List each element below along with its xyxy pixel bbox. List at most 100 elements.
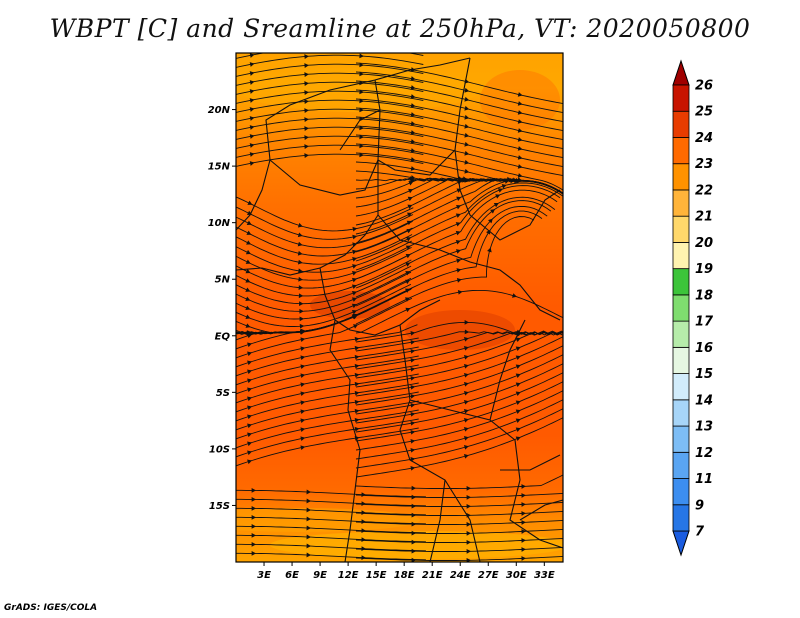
streamline-arrow	[359, 53, 364, 59]
colorbar-segment	[672, 451, 690, 479]
streamline-arrow	[304, 153, 309, 158]
streamline-arrow	[511, 293, 517, 298]
streamline-arrow	[455, 239, 461, 245]
streamline-arrow	[466, 503, 471, 509]
streamline-arrow	[297, 241, 303, 247]
streamline-arrow	[517, 110, 523, 115]
lat-tick-label: 10S	[209, 444, 230, 455]
streamline-arrow	[247, 378, 252, 384]
streamline-arrow	[410, 375, 416, 381]
streamline-arrow	[304, 90, 309, 95]
colorbar-label: 26	[695, 79, 713, 94]
streamline-arrow	[247, 360, 252, 366]
streamline-arrow	[249, 116, 255, 121]
streamline-arrow	[515, 400, 521, 405]
streamline-arrow	[515, 427, 521, 432]
colorbar-label: 23	[695, 157, 713, 172]
colorbar-label: 15	[695, 367, 713, 382]
streamline-arrow	[249, 125, 255, 130]
streamline-arrow	[249, 143, 255, 148]
lon-tick-label: 15E	[366, 570, 387, 581]
streamline-arrow	[410, 121, 416, 126]
streamline-arrow	[300, 391, 306, 397]
streamline-arrow	[407, 204, 413, 210]
streamline-arrow	[246, 220, 252, 225]
streamline-arrow	[515, 436, 521, 441]
streamline-arrow	[463, 427, 469, 432]
streamline-arrow	[297, 222, 303, 228]
streamline-arrow	[410, 103, 416, 108]
lon-tick-label: 33E	[534, 570, 555, 581]
country-borders	[236, 57, 563, 562]
streamline-arrow	[354, 363, 360, 369]
warm-band-south-2	[270, 531, 563, 559]
streamline-arrow	[359, 89, 364, 95]
streamline-arrow	[515, 346, 521, 351]
streamline-arrow	[304, 117, 309, 122]
streamline-arrow	[463, 409, 469, 414]
streamline-arrow	[466, 557, 471, 562]
colorbar-label: 18	[695, 288, 713, 303]
streamline-arrow	[245, 259, 251, 264]
streamline-arrow	[517, 155, 523, 160]
streamline-arrow	[354, 336, 360, 342]
streamline-arrow	[464, 96, 470, 102]
streamline-arrow	[521, 520, 526, 525]
colorbar-segment	[672, 242, 690, 270]
streamline-arrow	[249, 62, 255, 67]
streamline-arrow	[521, 538, 526, 543]
latitude-axis: 20N 15N 10N 5N EQ 5S 10S 15S	[208, 105, 236, 512]
streamline-arrow	[463, 454, 469, 459]
streamline-arrow	[515, 391, 521, 396]
streamline-arrow	[361, 510, 366, 516]
streamline-arrow	[352, 314, 358, 319]
streamline-arrow	[408, 188, 414, 194]
streamline-arrow	[300, 337, 306, 343]
streamline-arrow	[306, 498, 311, 504]
streamline-arrow	[466, 539, 471, 545]
streamline-arrow	[404, 297, 410, 302]
streamline-arrow	[411, 494, 416, 500]
lat-tick-label: EQ	[215, 331, 231, 342]
streamline-arrow	[246, 230, 252, 235]
streamline-arrow	[411, 503, 416, 509]
streamline-arrow	[300, 427, 306, 433]
colorbar-label: 9	[695, 498, 704, 513]
warm-patch-northeast	[480, 70, 560, 130]
streamline-arrow	[251, 524, 256, 529]
streamline-arrow	[464, 105, 470, 111]
streamline-arrow	[300, 445, 306, 451]
streamline-arrow	[300, 400, 306, 406]
streamline-arrow	[463, 445, 469, 450]
streamline-arrow	[300, 409, 306, 415]
streamline-arrow	[245, 314, 251, 319]
streamline-arrow	[464, 114, 470, 120]
streamline-arrow	[297, 232, 303, 238]
streamline-arrow	[354, 426, 360, 432]
map-panel	[236, 53, 563, 562]
streamline-arrow	[352, 234, 358, 240]
streamline-arrow	[247, 351, 252, 357]
streamline-arrow	[247, 432, 252, 438]
streamline-arrow	[251, 551, 256, 556]
streamline-arrow	[246, 240, 252, 245]
streamline-arrow	[410, 130, 416, 135]
streamline-arrow	[410, 148, 416, 153]
lon-tick-label: 27E	[478, 570, 499, 581]
streamline-arrow	[359, 98, 364, 104]
streamline-arrow	[251, 542, 256, 547]
colorbar-segment	[672, 399, 690, 427]
streamline-arrow	[463, 400, 469, 405]
streamline-arrow	[410, 447, 416, 453]
colorbar-lower-arrow	[672, 530, 690, 557]
streamline-arrow	[359, 62, 364, 68]
colorbar-segment	[672, 504, 690, 532]
streamline-arrow	[405, 271, 411, 276]
streamline-arrow	[247, 387, 252, 393]
streamline-arrow	[410, 438, 416, 444]
streamline-arrow	[249, 98, 255, 103]
colorbar-segment	[672, 215, 690, 243]
streamline-arrow	[410, 85, 416, 90]
streamline-arrow	[249, 71, 255, 76]
streamline-arrow	[455, 249, 461, 254]
